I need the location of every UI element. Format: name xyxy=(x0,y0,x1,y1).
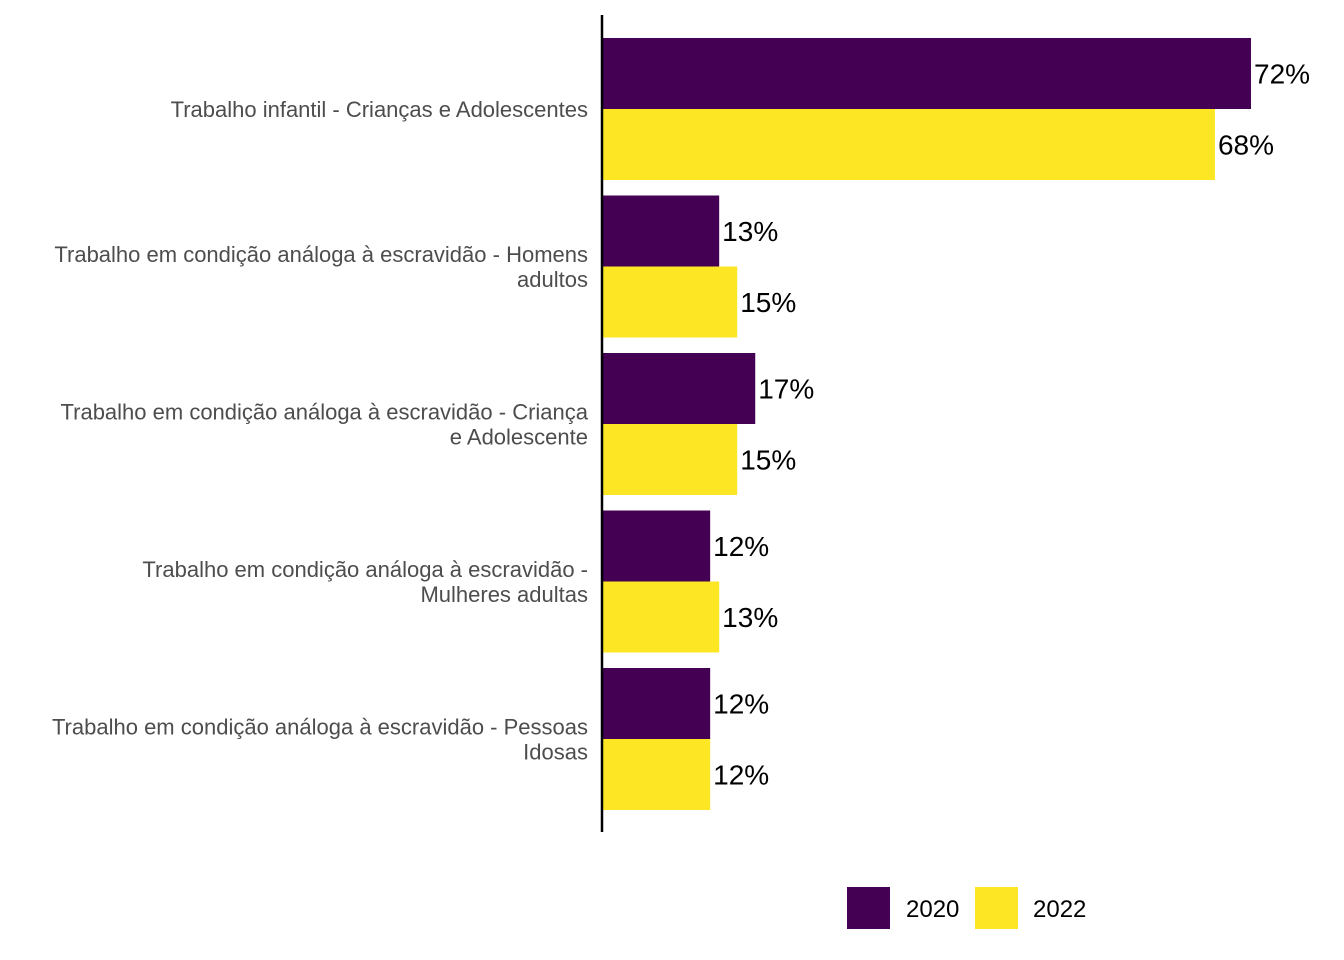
bar-2022 xyxy=(602,109,1215,180)
data-label-2022: 15% xyxy=(740,445,796,476)
bar-2020 xyxy=(602,38,1251,109)
bar-2022 xyxy=(602,581,720,653)
bar-2020 xyxy=(602,195,720,267)
category-label-line: Trabalho em condição análoga à escravidã… xyxy=(52,715,588,740)
category-labels-group: Trabalho infantil - Crianças e Adolescen… xyxy=(52,97,589,765)
category-label-line: Mulheres adultas xyxy=(420,582,588,607)
bars-group xyxy=(602,38,1251,810)
category-label: Trabalho em condição análoga à escravidã… xyxy=(142,557,588,607)
category-label-line: adultos xyxy=(517,267,588,292)
bar-2022 xyxy=(602,266,738,338)
data-label-2020: 17% xyxy=(758,374,814,405)
category-label-line: e Adolescente xyxy=(450,425,588,450)
category-label-line: Trabalho em condição análoga à escravidã… xyxy=(61,400,589,425)
legend: 2020 2022 xyxy=(847,887,1086,929)
category-label-line: Trabalho em condição análoga à escravidã… xyxy=(142,557,588,582)
bar-2022 xyxy=(602,424,738,495)
category-label: Trabalho em condição análoga à escravidã… xyxy=(54,242,588,292)
legend-swatch-2020 xyxy=(847,887,890,929)
data-label-2022: 68% xyxy=(1218,130,1274,161)
data-label-2020: 13% xyxy=(722,216,778,247)
bar-2020 xyxy=(602,353,756,424)
category-label: Trabalho infantil - Crianças e Adolescen… xyxy=(171,97,588,122)
data-label-2022: 13% xyxy=(722,602,778,633)
bar-2020 xyxy=(602,510,711,582)
data-label-2020: 12% xyxy=(713,689,769,720)
category-label: Trabalho em condição análoga à escravidã… xyxy=(52,715,588,765)
bar-2022 xyxy=(602,739,711,810)
category-label: Trabalho em condição análoga à escravidã… xyxy=(61,400,589,450)
value-labels-group: 72% 68% 13% 15% 17% 15% 12% 13% 12% 12% xyxy=(713,59,1310,791)
legend-label-2020: 2020 xyxy=(906,896,959,923)
bar-2020 xyxy=(602,668,711,739)
legend-label-2022: 2022 xyxy=(1033,896,1086,923)
category-label-line: Trabalho em condição análoga à escravidã… xyxy=(54,242,588,267)
data-label-2022: 12% xyxy=(713,760,769,791)
category-label-line: Trabalho infantil - Crianças e Adolescen… xyxy=(171,97,588,122)
data-label-2020: 72% xyxy=(1254,59,1310,90)
data-label-2022: 15% xyxy=(740,287,796,318)
category-label-line: Idosas xyxy=(523,740,588,765)
data-label-2020: 12% xyxy=(713,531,769,562)
legend-swatch-2022 xyxy=(975,887,1018,929)
